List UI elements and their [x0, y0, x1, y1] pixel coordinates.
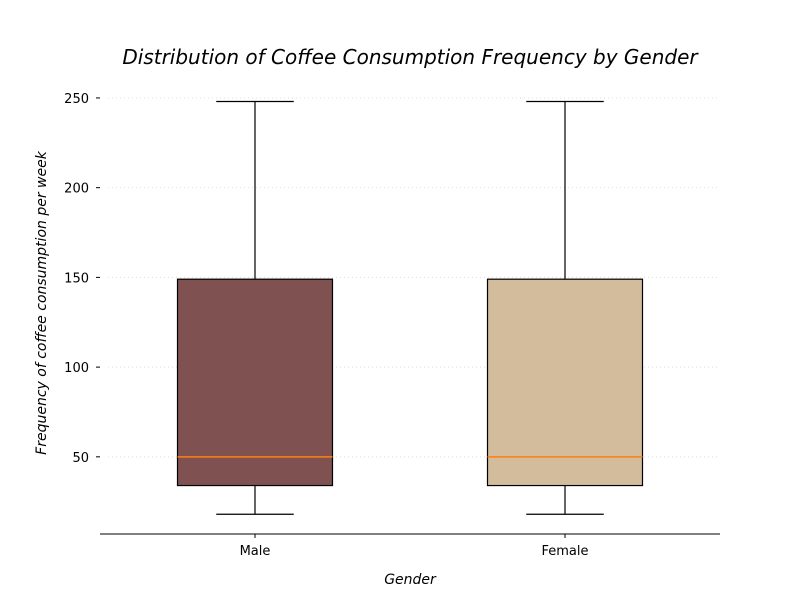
y-tick-label: 200 — [64, 182, 89, 197]
x-axis-ticks: Male Female — [240, 534, 589, 559]
box-female — [486, 100, 644, 515]
boxes — [176, 100, 644, 515]
y-tick-label: 50 — [72, 451, 89, 466]
iqr-box — [176, 278, 334, 487]
chart-title: Distribution of Coffee Consumption Frequ… — [122, 45, 699, 69]
x-tick-label: Male — [240, 544, 271, 559]
iqr-box — [486, 278, 644, 487]
y-tick-label: 250 — [64, 92, 89, 107]
box-male — [176, 100, 334, 515]
y-tick-label: 150 — [64, 271, 89, 286]
y-tick-label: 100 — [64, 361, 89, 376]
x-tick-label: Female — [541, 544, 588, 559]
x-axis-label: Gender — [384, 572, 437, 588]
y-axis-label: Frequency of coffee consumption per week — [34, 150, 50, 455]
y-axis-ticks: 50 100 150 200 250 — [64, 92, 100, 466]
